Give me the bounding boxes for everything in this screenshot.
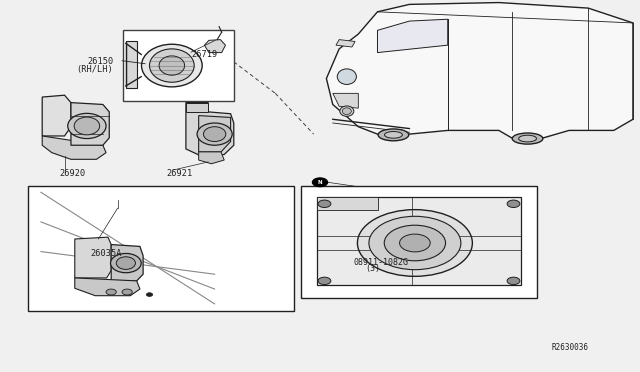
Ellipse shape [337,69,356,84]
Ellipse shape [150,49,194,82]
Ellipse shape [518,135,536,142]
Text: (RH/LH): (RH/LH) [76,65,113,74]
Circle shape [507,200,520,208]
Text: 26921: 26921 [167,169,193,177]
Polygon shape [111,244,143,282]
Circle shape [122,289,132,295]
Polygon shape [204,39,225,52]
Polygon shape [75,237,111,278]
Ellipse shape [385,132,403,138]
Polygon shape [378,19,448,52]
Circle shape [384,225,445,261]
Ellipse shape [159,56,184,75]
Text: 26719: 26719 [191,50,217,59]
Text: 26920: 26920 [60,169,86,177]
Polygon shape [333,93,358,108]
Text: 08911-1082G: 08911-1082G [354,258,409,267]
Ellipse shape [111,253,141,273]
Circle shape [369,216,461,270]
Circle shape [147,293,153,296]
Polygon shape [186,103,234,156]
Polygon shape [317,197,378,210]
Polygon shape [198,116,230,152]
Polygon shape [126,41,137,88]
Text: 26150: 26150 [87,57,113,66]
Text: R2630036: R2630036 [551,343,588,352]
Circle shape [318,277,331,285]
Polygon shape [198,152,224,164]
Polygon shape [71,103,109,145]
Ellipse shape [378,129,409,141]
Ellipse shape [116,257,136,269]
Circle shape [507,277,520,285]
Polygon shape [186,103,208,112]
Circle shape [399,234,430,252]
Circle shape [318,200,331,208]
Polygon shape [42,136,106,159]
Circle shape [357,210,472,276]
Ellipse shape [204,127,226,141]
Ellipse shape [197,123,232,145]
Bar [28,186,294,311]
Ellipse shape [74,117,100,135]
Bar [317,197,521,285]
Bar [301,186,537,298]
Ellipse shape [342,108,351,115]
Circle shape [106,289,116,295]
Bar [124,31,234,101]
Ellipse shape [141,44,202,87]
Circle shape [312,178,328,187]
Ellipse shape [340,106,354,116]
Polygon shape [326,3,633,138]
Polygon shape [336,39,355,47]
Text: N: N [317,180,323,185]
Text: 26035A: 26035A [90,249,122,258]
Text: (3): (3) [365,264,380,273]
Ellipse shape [68,113,106,138]
Polygon shape [42,95,71,136]
Ellipse shape [512,133,543,144]
Polygon shape [75,278,140,296]
